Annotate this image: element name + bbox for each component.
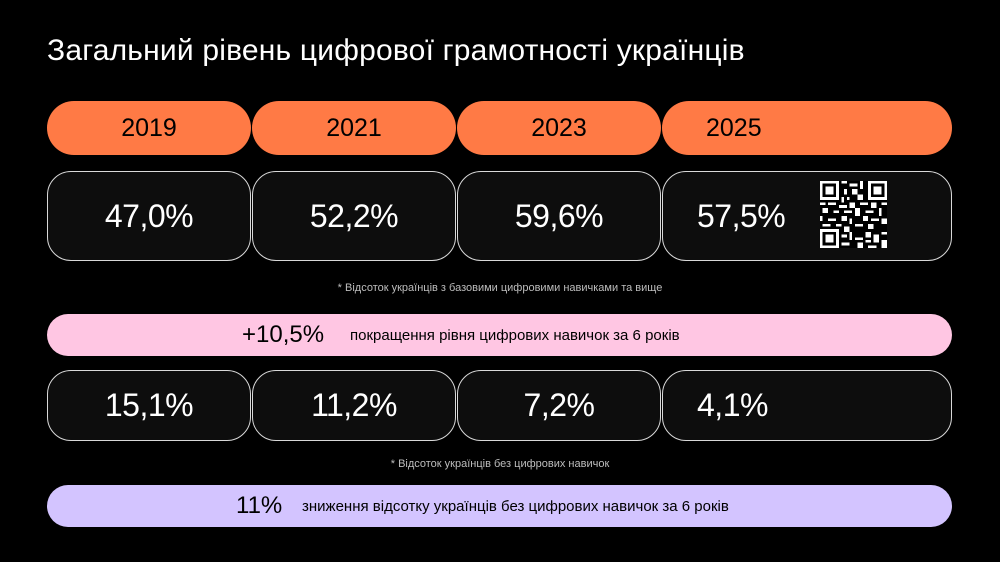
page-title: Загальний рівень цифрової грамотності ук… [47, 34, 745, 67]
basic-skills-card-2019: 47,0% [47, 171, 251, 261]
reduction-banner: 11% зниження відсотку українців без цифр… [47, 485, 952, 527]
improvement-value: +10,5% [242, 321, 325, 348]
no-skills-footnote: * Відсоток українців без цифрових навичо… [390, 458, 610, 470]
year-tab-2025: 2025 [662, 101, 952, 155]
improvement-text: покращення рівня цифрових навичок за 6 р… [350, 326, 680, 344]
basic-skills-card-2021: 52,2% [252, 171, 456, 261]
no-skills-card-2019: 15,1% [47, 370, 251, 441]
no-skills-card-2025: 4,1% [662, 370, 952, 441]
basic-skills-card-2025: 57,5% [662, 171, 952, 261]
reduction-text: зниження відсотку українців без цифрових… [302, 497, 729, 515]
year-tab-2023: 2023 [457, 101, 661, 155]
basic-skills-card-2023: 59,6% [457, 171, 661, 261]
qr-code-icon[interactable] [820, 181, 887, 248]
basic-skills-footnote: * Відсоток українців з базовими цифровим… [337, 282, 663, 294]
year-tab-2021: 2021 [252, 101, 456, 155]
improvement-banner: +10,5% покращення рівня цифрових навичок… [47, 314, 952, 356]
no-skills-card-2023: 7,2% [457, 370, 661, 441]
no-skills-card-2021: 11,2% [252, 370, 456, 441]
year-tab-2019: 2019 [47, 101, 251, 155]
reduction-value: 11% [236, 492, 283, 519]
